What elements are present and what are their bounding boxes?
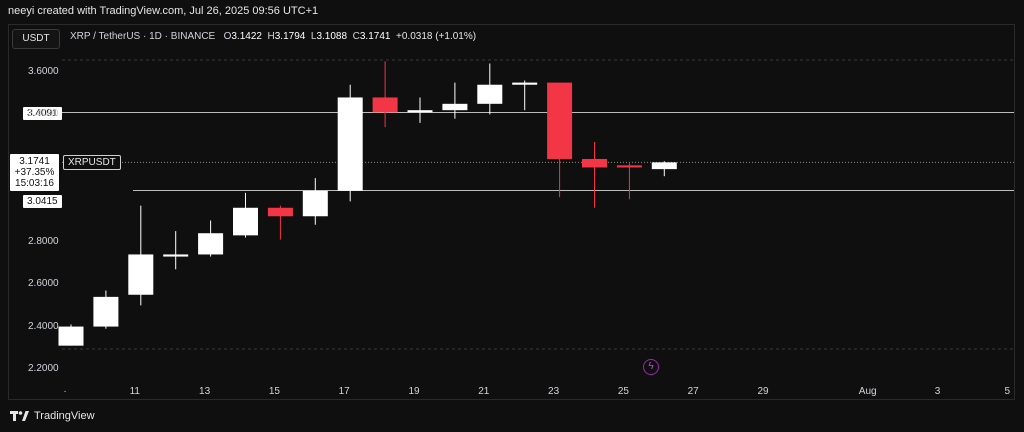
lightning-icon[interactable]: ϟ (643, 359, 659, 375)
candle-body (93, 296, 119, 327)
x-tick-label: 17 (338, 386, 350, 397)
x-tick-label: 19 (408, 386, 420, 397)
currency-unit-button[interactable]: USDT (12, 29, 60, 49)
candle-body (198, 233, 224, 255)
x-tick-label: 21 (478, 386, 490, 397)
y-tick-label: 2.4000 (28, 320, 59, 332)
ohlc-legend: XRP / TetherUS · 1D · BINANCE O3.1422 H3… (70, 31, 476, 42)
candle-body (302, 190, 328, 217)
open-label: O (223, 31, 232, 42)
x-tick-label: 29 (757, 386, 769, 397)
high-label: H (267, 31, 275, 42)
level-tag-high: 3.4091 (23, 107, 62, 120)
chart-frame (8, 24, 1015, 400)
candle-body (337, 97, 363, 191)
candle-body (372, 97, 398, 113)
symbol-description: XRP / TetherUS · 1D · BINANCE (70, 31, 216, 42)
candle-body (407, 110, 433, 113)
y-tick-label: 3.6000 (28, 66, 59, 77)
symbol-price-tag: XRPUSDT (63, 155, 121, 170)
y-tick-label: 3.4000 (28, 108, 59, 120)
last-price-change: +37.35% (14, 167, 55, 178)
x-tick-label: 27 (687, 386, 699, 397)
close-label: C (352, 31, 360, 42)
y-tick-label: 2.2000 (28, 363, 59, 374)
candle-body (163, 254, 189, 257)
candle-body (512, 82, 538, 85)
x-tick-label: 23 (548, 386, 560, 397)
x-tick-label: 5 (1004, 386, 1011, 397)
candle-body (58, 326, 84, 346)
high-value: 3.1794 (274, 31, 306, 42)
created-caption: neeyi created with TradingView.com, Jul … (8, 5, 319, 17)
bar-countdown: 15:03:16 (15, 178, 54, 189)
candle-body (477, 84, 503, 104)
y-tick-label: 2.8000 (28, 235, 59, 247)
candle-body (547, 82, 573, 159)
last-price-value: 3.1741 (19, 156, 50, 167)
x-tick-label: 25 (617, 386, 629, 397)
low-value: 3.1088 (316, 31, 348, 42)
candle-body (128, 254, 154, 295)
candle-body (616, 165, 642, 168)
x-tick-label: Aug (858, 386, 877, 397)
change-value: +0.0318 (+1.01%) (396, 31, 477, 42)
candle-body (442, 103, 468, 111)
brand-name: TradingView (34, 410, 95, 422)
candle-body (267, 207, 293, 217)
x-tick-label: 13 (199, 386, 211, 397)
tradingview-footer: TradingView (10, 410, 95, 422)
candle-body (582, 158, 607, 168)
x-tick-label: 11 (129, 386, 140, 397)
close-value: 3.1741 (359, 31, 391, 42)
low-label: L (310, 31, 317, 42)
open-value: 3.1422 (231, 31, 262, 42)
x-tick-label: 3 (934, 386, 941, 397)
candle-body (233, 207, 258, 236)
x-tick-label: 15 (268, 386, 280, 397)
tradingview-logo-icon (10, 411, 29, 421)
y-tick-label: 2.6000 (28, 278, 59, 290)
level-tag-low: 3.0415 (23, 195, 62, 208)
x-tick-label: · (63, 386, 67, 397)
candle-body (651, 162, 677, 170)
last-price-box: 3.1741 +37.35% 15:03:16 (10, 154, 59, 191)
